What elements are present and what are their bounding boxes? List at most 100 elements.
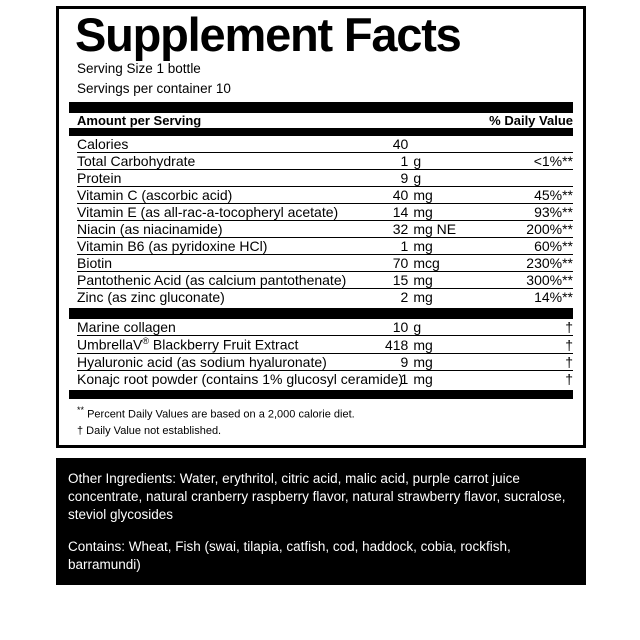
nutrient-amount: 1 (356, 237, 409, 255)
nutrient-amount: 32 (356, 220, 409, 238)
nutrient-unit (408, 136, 476, 153)
divider-bar-footnotes (69, 389, 573, 399)
nutrient-name: Vitamin C (ascorbic acid) (77, 186, 357, 204)
nutrient-name: Niacin (as niacinamide) (77, 220, 357, 238)
nutrient-name: Protein (77, 169, 357, 187)
nutrient-name: Zinc (as zinc gluconate) (77, 288, 357, 306)
nutrient-amount: 40 (392, 136, 409, 153)
ingredient-unit: g (413, 319, 422, 336)
ingredient-name: Marine collagen (77, 319, 356, 336)
nutrient-daily-value: 200%** (476, 220, 573, 238)
ingredient-name: UmbrellaV® Blackberry Fruit Extract (77, 335, 357, 354)
nutrient-amount: 1 (356, 152, 409, 170)
ingredient-name-suffix: Blackberry Fruit Extract (149, 336, 299, 353)
daily-value-header: % Daily Value (489, 113, 573, 129)
ingredient-name-text: Hyaluronic acid (as sodium hyaluronate) (77, 353, 327, 370)
blend-table: Marine collagen 10 g † UmbrellaV® Blackb… (77, 319, 573, 387)
nutrient-unit: mg (408, 237, 477, 255)
divider-bar-blend (69, 308, 573, 320)
blend-body: Marine collagen 10 g † UmbrellaV® Blackb… (77, 319, 573, 387)
ingredient-amount: 418 (356, 335, 409, 354)
ingredients-panel: Other Ingredients: Water, erythritol, ci… (56, 458, 586, 586)
nutrient-daily-value: 14%** (476, 288, 573, 306)
nutrient-unit: g (408, 152, 477, 170)
nutrient-name: Biotin (77, 254, 357, 272)
nutrient-name: Total Carbohydrate (77, 152, 357, 170)
nutrient-daily-value (476, 169, 573, 187)
ingredient-daily-value: † (476, 335, 573, 354)
footnote-percent-daily-value: ** Percent Daily Values are based on a 2… (77, 404, 573, 423)
ingredient-name: Hyaluronic acid (as sodium hyaluronate) (77, 352, 357, 371)
table-row: UmbrellaV® Blackberry Fruit Extract 418 … (77, 335, 573, 354)
footnote-text: Percent Daily Values are based on a 2,00… (84, 408, 355, 421)
ingredient-name: Konajc root powder (contains 1% glucosyl… (77, 369, 403, 387)
nutrients-table: Calories 40 Total Carbohydrate 1 g <1%**… (77, 136, 573, 306)
table-row: Biotin 70 mcg 230%** (77, 254, 573, 272)
nutrient-daily-value: <1%** (476, 152, 573, 170)
table-row: Vitamin E (as all-rac-a-tocopheryl aceta… (77, 203, 573, 221)
allergen-contains-text: Contains: Wheat, Fish (swai, tilapia, ca… (68, 538, 511, 572)
nutrient-amount: 40 (356, 186, 409, 204)
table-row: Zinc (as zinc gluconate) 2 mg 14%** (77, 288, 573, 306)
table-row: Niacin (as niacinamide) 32 mg NE 200%** (77, 220, 573, 238)
footnotes: ** Percent Daily Values are based on a 2… (77, 404, 573, 440)
ingredient-unit: mg (408, 335, 477, 354)
nutrient-amount: 2 (356, 288, 409, 306)
nutrients-body: Calories 40 Total Carbohydrate 1 g <1%**… (77, 136, 573, 306)
nutrient-unit: mg NE (408, 220, 477, 238)
registered-trademark-icon: ® (142, 336, 149, 347)
table-row: Pantothenic Acid (as calcium pantothenat… (77, 271, 573, 289)
nutrient-unit: mg (408, 186, 477, 204)
nutrient-unit: mg (408, 271, 477, 289)
supplement-facts-label: Supplement Facts Serving Size 1 bottle S… (56, 6, 586, 586)
nutrient-daily-value: 93%** (476, 203, 573, 221)
nutrient-name: Vitamin B6 (as pyridoxine HCl) (77, 237, 357, 255)
divider-bar-top (69, 102, 573, 114)
page-title: Supplement Facts (75, 8, 462, 61)
footnote-marker: ** (77, 404, 85, 415)
table-row: Marine collagen 10 g † (77, 319, 573, 336)
nutrient-unit: mcg (408, 254, 477, 272)
ingredient-unit: mg (408, 369, 477, 387)
nutrient-unit: g (408, 169, 477, 187)
table-row: Total Carbohydrate 1 g <1%** (77, 152, 573, 170)
ingredient-name-text: Konajc root powder (contains 1% glucosyl… (77, 370, 404, 387)
footnote-dagger: † Daily Value not established. (77, 423, 573, 440)
nutrient-daily-value: 230%** (476, 254, 573, 272)
table-row: Calories 40 (77, 136, 573, 153)
nutrient-daily-value: 45%** (476, 186, 573, 204)
nutrient-daily-value (477, 136, 573, 153)
footnote-marker: † (77, 424, 84, 437)
other-ingredients-text: Other Ingredients: Water, erythritol, ci… (68, 471, 566, 522)
footnote-text: Daily Value not established. (83, 424, 222, 437)
table-row: Vitamin C (ascorbic acid) 40 mg 45%** (77, 186, 573, 204)
nutrient-name: Vitamin E (as all-rac-a-tocopheryl aceta… (77, 203, 357, 221)
serving-size-text: Serving Size 1 bottle (77, 60, 201, 76)
divider-bar-header (69, 128, 573, 137)
nutrient-unit: mg (408, 288, 477, 306)
nutrient-daily-value: 300%** (476, 271, 573, 289)
ingredient-unit: mg (408, 352, 477, 371)
facts-panel: Supplement Facts Serving Size 1 bottle S… (56, 6, 586, 449)
ingredient-name-text: UmbrellaV (77, 336, 143, 353)
nutrient-name: Calories (77, 136, 129, 153)
amount-per-serving-header: Amount per Serving (77, 113, 202, 129)
ingredient-amount: 1 (356, 369, 409, 387)
ingredient-daily-value: † (565, 319, 573, 336)
ingredient-amount: 9 (356, 352, 409, 371)
nutrient-name: Pantothenic Acid (as calcium pantothenat… (77, 271, 357, 289)
nutrition-table: Amount per Serving % Daily Value (77, 113, 573, 128)
ingredient-amount: 10 (392, 319, 409, 336)
nutrient-amount: 70 (356, 254, 409, 272)
nutrient-unit: mg (408, 203, 477, 221)
nutrient-daily-value: 60%** (476, 237, 573, 255)
table-row: Konajc root powder (contains 1% glucosyl… (77, 369, 573, 387)
ingredient-daily-value: † (476, 352, 573, 371)
table-row: Protein 9 g (77, 169, 573, 187)
ingredient-name-text: Marine collagen (77, 319, 176, 336)
servings-per-container-text: Servings per container 10 (77, 80, 231, 96)
table-row: Hyaluronic acid (as sodium hyaluronate) … (77, 352, 573, 371)
table-header-row: Amount per Serving % Daily Value (77, 113, 573, 128)
nutrient-amount: 15 (356, 271, 409, 289)
ingredient-daily-value: † (476, 369, 573, 387)
